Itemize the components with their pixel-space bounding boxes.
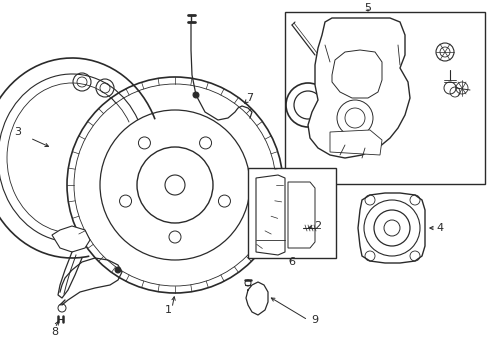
Circle shape xyxy=(193,92,199,98)
Text: 4: 4 xyxy=(437,223,443,233)
Text: 9: 9 xyxy=(312,315,318,325)
Polygon shape xyxy=(288,182,315,248)
Polygon shape xyxy=(52,226,90,252)
Polygon shape xyxy=(308,18,410,158)
Polygon shape xyxy=(330,130,382,155)
Polygon shape xyxy=(288,220,302,236)
Polygon shape xyxy=(358,193,425,263)
Text: 3: 3 xyxy=(15,127,22,137)
Text: 5: 5 xyxy=(365,3,371,13)
Text: 1: 1 xyxy=(165,305,172,315)
Text: 7: 7 xyxy=(246,93,253,103)
Polygon shape xyxy=(256,175,285,255)
Text: 8: 8 xyxy=(51,327,59,337)
Text: 6: 6 xyxy=(289,257,295,267)
Polygon shape xyxy=(332,50,382,98)
Bar xyxy=(248,168,336,258)
Text: 2: 2 xyxy=(315,221,321,231)
Circle shape xyxy=(115,267,121,273)
Bar xyxy=(285,12,485,184)
